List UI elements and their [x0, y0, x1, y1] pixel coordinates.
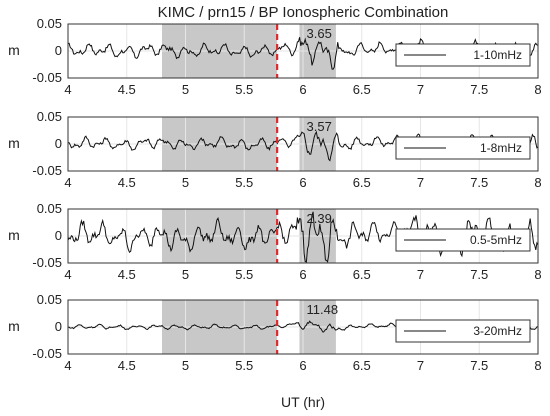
x-tick-label: 6	[299, 175, 306, 190]
legend: 3-20mHz	[395, 319, 531, 343]
y-tick-label: 0	[55, 319, 62, 334]
y-tick-label: -0.05	[32, 346, 62, 361]
y-axis-label: m	[8, 318, 20, 334]
legend-label: 0.5-5mHz	[470, 233, 522, 247]
y-tick-label: -0.05	[32, 255, 62, 270]
x-tick-label: 4	[64, 175, 71, 190]
x-tick-label: 8	[534, 175, 541, 190]
axes-frame	[67, 116, 539, 172]
y-tick-label: 0.05	[37, 292, 62, 307]
x-tick-label: 4.5	[118, 267, 136, 282]
panels: 4 4.5 5 5.5 6 6.5 7 7.5 80.050-0.05m3.651-10mHz4…	[8, 16, 541, 373]
y-tick-label: 0.05	[37, 201, 62, 216]
x-tick-label: 8	[534, 358, 541, 373]
x-tick-label: 4	[64, 267, 71, 282]
x-tick-label: 5	[182, 358, 189, 373]
legend-label: 1-10mHz	[473, 48, 522, 62]
x-tick-label: 4.5	[118, 358, 136, 373]
legend: 1-8mHz	[395, 136, 531, 160]
panel-4: 4 4.5 5 5.5 6 6.5 7 7.5 8 0.05 0 -0.05 m 11.48 3-20mHz	[8, 292, 541, 373]
peak-ratio-annotation: 11.48	[307, 302, 339, 317]
legend-label: 1-8mHz	[480, 141, 522, 155]
x-axis-label: UT (hr)	[281, 394, 325, 410]
legend: 0.5-5mHz	[395, 228, 531, 252]
x-tick-label: 6.5	[353, 267, 371, 282]
panel-1: 4 4.5 5 5.5 6 6.5 7 7.5 8 0.05 0 -0.05 m 3.65 1-10mHz	[8, 16, 541, 97]
y-axis-label: m	[8, 42, 20, 58]
legend-box	[395, 136, 531, 160]
x-tick-label: 7	[417, 175, 424, 190]
peak-ratio-annotation: 2.39	[307, 211, 332, 226]
x-tick-label: 7.5	[470, 175, 488, 190]
x-tick-label: 4.5	[118, 175, 136, 190]
y-tick-label: -0.05	[32, 163, 62, 178]
x-tick-label: 6.5	[353, 358, 371, 373]
x-tick-label: 7	[417, 267, 424, 282]
y-tick-label: 0	[55, 136, 62, 151]
peak-ratio-annotation: 3.57	[307, 119, 332, 134]
y-tick-label: 0.05	[37, 109, 62, 124]
y-tick-label: 0.05	[37, 16, 62, 31]
peak-ratio-annotation: 3.65	[307, 26, 332, 41]
x-tick-label: 7	[417, 82, 424, 97]
x-tick-label: 7.5	[470, 358, 488, 373]
x-tick-label: 7.5	[470, 82, 488, 97]
x-tick-label: 6	[299, 267, 306, 282]
axes-frame	[67, 23, 539, 79]
legend-box	[395, 228, 531, 252]
x-tick-label: 7	[417, 358, 424, 373]
x-tick-label: 5.5	[235, 82, 253, 97]
x-tick-label: 6.5	[353, 82, 371, 97]
x-tick-label: 8	[534, 82, 541, 97]
axes-frame	[67, 208, 539, 264]
chart-title: KIMC / prn15 / BP Ionospheric Combinatio…	[158, 4, 449, 21]
y-axis-label: m	[8, 227, 20, 243]
x-tick-label: 5	[182, 267, 189, 282]
legend: 1-10mHz	[395, 43, 531, 67]
x-tick-label: 5.5	[235, 267, 253, 282]
x-tick-label: 5.5	[235, 175, 253, 190]
y-tick-label: 0	[55, 228, 62, 243]
axes-frame	[67, 299, 539, 355]
panel-3: 4 4.5 5 5.5 6 6.5 7 7.5 8 0.05 0 -0.05 m 2.39 0.5-5mHz	[8, 201, 541, 282]
x-tick-label: 4.5	[118, 82, 136, 97]
panel-2: 4 4.5 5 5.5 6 6.5 7 7.5 8 0.05 0 -0.05 m 3.57 1-8mHz	[8, 109, 541, 190]
x-tick-label: 4	[64, 82, 71, 97]
x-tick-label: 6	[299, 82, 306, 97]
legend-box	[395, 319, 531, 343]
x-tick-label: 5	[182, 82, 189, 97]
x-tick-label: 5	[182, 175, 189, 190]
legend-label: 3-20mHz	[473, 324, 522, 338]
y-tick-label: -0.05	[32, 70, 62, 85]
x-tick-label: 8	[534, 267, 541, 282]
x-tick-label: 6	[299, 358, 306, 373]
x-tick-label: 5.5	[235, 358, 253, 373]
x-tick-label: 4	[64, 358, 71, 373]
y-axis-label: m	[8, 135, 20, 151]
x-tick-label: 7.5	[470, 267, 488, 282]
y-tick-label: 0	[55, 43, 62, 58]
legend-box	[395, 43, 531, 67]
x-tick-label: 6.5	[353, 175, 371, 190]
